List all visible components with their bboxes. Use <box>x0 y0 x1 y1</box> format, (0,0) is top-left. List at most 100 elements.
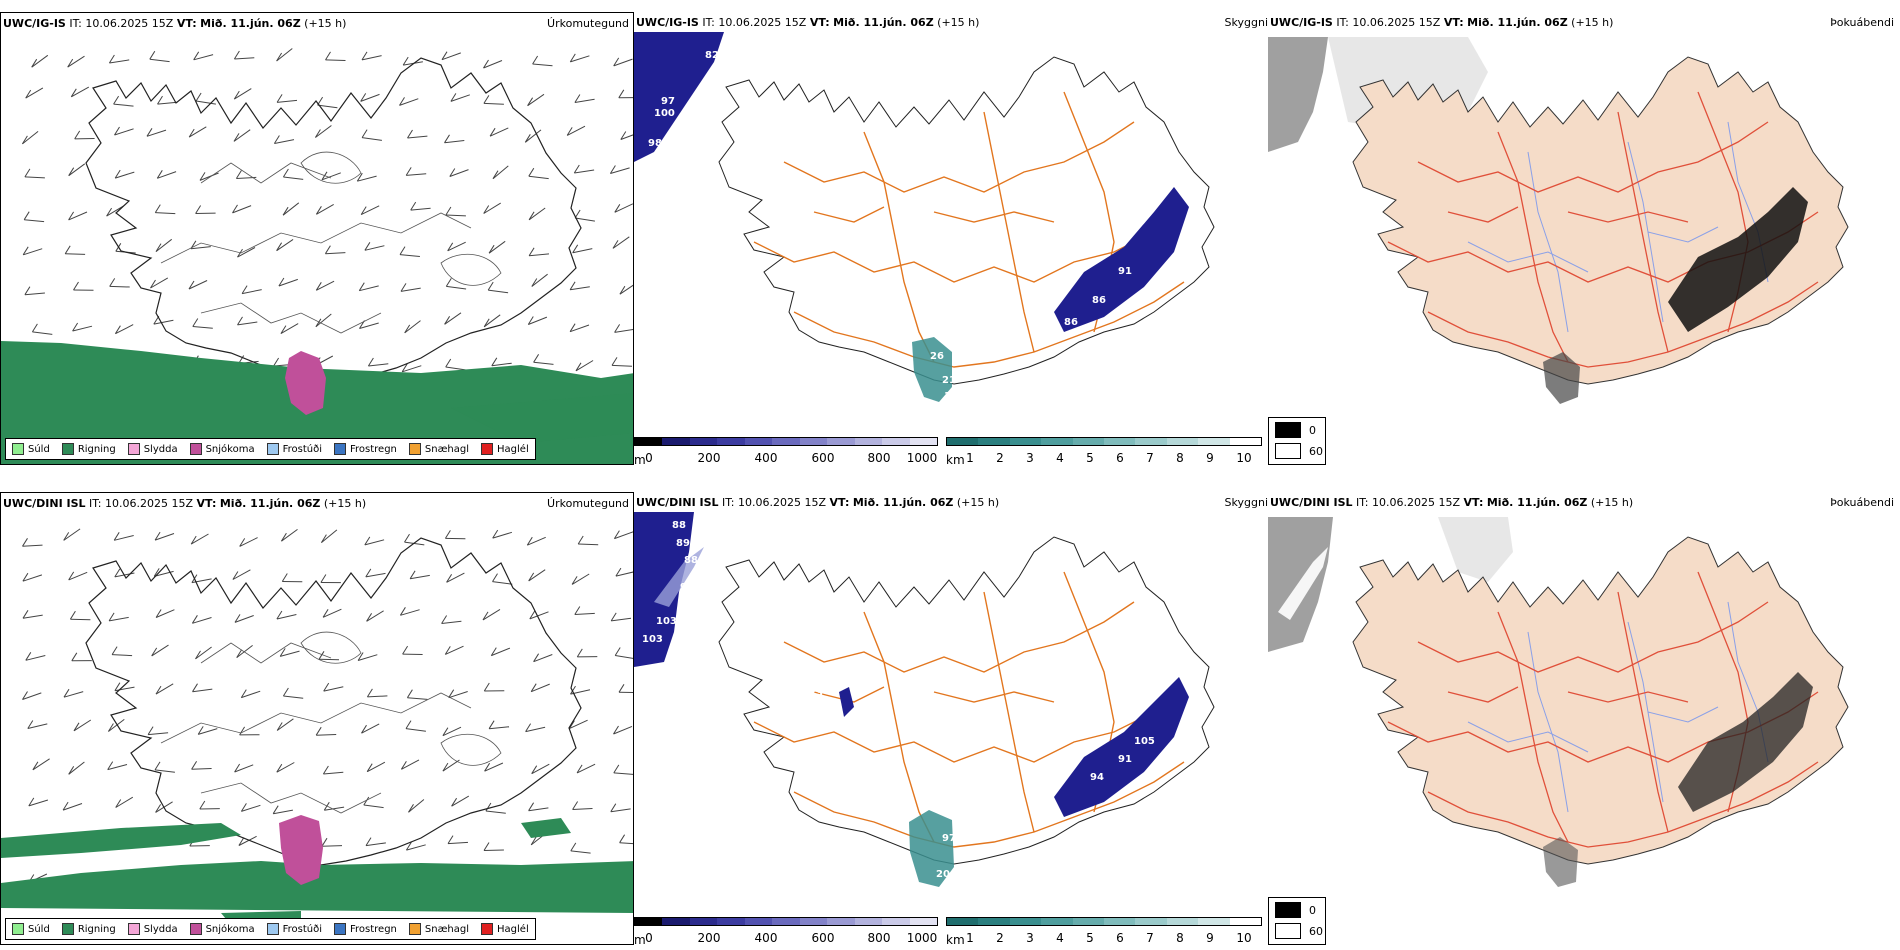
swatch <box>1275 443 1301 459</box>
cloud-label: 105 <box>1134 736 1155 747</box>
fog-legend: 0 60 <box>1268 417 1326 465</box>
fog-streak-nw <box>1278 547 1328 620</box>
fog-area-east <box>1668 187 1808 332</box>
swatch <box>334 923 346 935</box>
iceland-outline <box>718 536 1215 865</box>
visibility-title: Skyggni <box>1224 496 1268 509</box>
contours <box>160 151 502 334</box>
panel-header: UWC/IG-IS IT: 10.06.2025 15Z VT: Mið. 11… <box>1270 16 1614 29</box>
precip-map <box>1 528 633 925</box>
swatch <box>127 443 140 455</box>
fog-area-east <box>1678 672 1813 812</box>
cloud-vis-panel-top: UWC/IG-IS IT: 10.06.2025 15Z VT: Mið. 11… <box>634 12 1268 465</box>
legend-item-haglel: Haglél <box>481 443 529 455</box>
legend-item-haglel: Haglél <box>481 923 529 935</box>
visibility-unit: km <box>946 453 965 465</box>
precip-type-title: Úrkomutegund <box>547 17 629 30</box>
cloud-vis-panel-bottom: UWC/DINI ISL IT: 10.06.2025 15Z VT: Mið.… <box>634 492 1268 945</box>
cloud-label: 94 <box>680 582 694 593</box>
panel-header: UWC/IG-IS IT: 10.06.2025 15Z VT: Mið. 11… <box>636 16 980 29</box>
swatch <box>266 443 279 455</box>
cloud-label: 91 <box>1118 754 1132 765</box>
swatch <box>12 443 24 455</box>
fog-panel-bottom: UWC/DINI ISL IT: 10.06.2025 15Z VT: Mið.… <box>1268 492 1900 945</box>
precip-panel-top: UWC/IG-IS IT: 10.06.2025 15Z VT: Mið. 11… <box>0 12 634 465</box>
panel-header: UWC/DINI ISL IT: 10.06.2025 15Z VT: Mið.… <box>3 497 367 510</box>
low-cloud-area-nw <box>634 32 724 162</box>
visibility-unit: km <box>946 933 965 945</box>
cloud-label: 103 <box>656 616 677 627</box>
cloud-label: 33 <box>809 688 823 699</box>
cloud-label: 86 <box>1092 295 1106 306</box>
roads <box>753 571 1185 848</box>
low-vis-area-south <box>909 810 954 887</box>
fog-title: Þokuábendi <box>1830 16 1894 29</box>
fog-map <box>1268 37 1849 404</box>
legend-item-snjokoma: Snjókoma <box>189 443 255 455</box>
swatch <box>189 923 202 935</box>
swatch <box>61 443 74 455</box>
swatch <box>127 923 140 935</box>
visibility-bar-gradient <box>946 917 1262 926</box>
visibility-bar-gradient <box>946 437 1262 446</box>
legend-item-sudl: Súld <box>12 443 50 455</box>
legend-item-rigning: Rigning <box>61 923 116 935</box>
fog-legend-row: 60 <box>1275 923 1323 939</box>
legend-item-frostregn: Frostregn <box>334 923 397 935</box>
fog-area-south <box>1543 352 1580 404</box>
cloud-label: 103 <box>642 634 663 645</box>
cloud-label: 91 <box>1118 266 1132 277</box>
visibility-colorbar: km 1 2 3 4 5 6 7 8 9 10 <box>946 917 1268 945</box>
ceiling-bar-gradient <box>634 437 938 446</box>
precip-legend: Súld Rigning Slydda Snjókoma Frostúði Fr… <box>5 438 536 460</box>
fog-gradient-nw <box>1268 37 1328 152</box>
low-vis-area-south <box>912 337 952 402</box>
precip-legend: Súld Rigning Slydda Snjókoma Frostúði Fr… <box>5 918 536 940</box>
cloud-label: 82 <box>705 50 719 61</box>
cloud-label: 88 <box>672 520 686 531</box>
panel-header: UWC/IG-IS IT: 10.06.2025 15Z VT: Mið. 11… <box>3 17 347 30</box>
iceland-outline <box>85 57 582 386</box>
panel-header: UWC/DINI ISL IT: 10.06.2025 15Z VT: Mið.… <box>1270 496 1634 509</box>
fog-area-south <box>1543 837 1578 887</box>
legend-item-slydda: Slydda <box>127 923 178 935</box>
cloud-label: 89 <box>676 538 690 549</box>
fog-legend-row: 60 <box>1275 443 1323 459</box>
swatch <box>408 443 421 455</box>
roads <box>753 91 1185 368</box>
model-name: UWC/DINI ISL <box>3 497 86 510</box>
fog-legend-row: 0 <box>1275 422 1316 438</box>
fog-haze-n <box>1438 517 1513 582</box>
legend-item-frostudi: Frostúði <box>266 923 322 935</box>
ceiling-unit: m <box>634 933 646 945</box>
fog-legend: 0 60 <box>1268 897 1326 945</box>
low-cloud-streak-nw <box>654 547 704 607</box>
cloud-vis-map <box>634 512 1215 887</box>
legend-item-snaehagl: Snæhagl <box>408 443 469 455</box>
snow-area <box>279 815 323 885</box>
visibility-title: Skyggni <box>1224 16 1268 29</box>
cloud-label: 204 <box>936 869 957 880</box>
swatch <box>12 923 24 935</box>
low-cloud-area-east <box>1054 677 1189 817</box>
legend-item-snaehagl: Snæhagl <box>408 923 469 935</box>
panel-header: UWC/DINI ISL IT: 10.06.2025 15Z VT: Mið.… <box>636 496 1000 509</box>
swatch <box>1275 902 1301 918</box>
swatch <box>408 923 421 935</box>
cloud-label: 100 <box>654 108 675 119</box>
rain-band-west <box>1 823 241 858</box>
visibility-colorbar: km 1 2 3 4 5 6 7 8 9 10 <box>946 437 1268 465</box>
precip-map <box>1 48 633 464</box>
rain-patches-offshore <box>221 818 571 925</box>
precip-type-title: Úrkomutegund <box>547 497 629 510</box>
legend-item-snjokoma: Snjókoma <box>189 923 255 935</box>
swatch <box>61 923 74 935</box>
ceiling-bar-gradient <box>634 917 938 926</box>
swatch <box>1275 923 1301 939</box>
swatch <box>189 443 202 455</box>
fog-legend-row: 0 <box>1275 902 1316 918</box>
iceland-outline <box>718 56 1215 385</box>
low-cloud-area-east <box>1054 187 1189 332</box>
swatch <box>481 923 494 935</box>
ceiling-colorbar: m 0 200 400 600 800 1000 <box>634 437 944 465</box>
